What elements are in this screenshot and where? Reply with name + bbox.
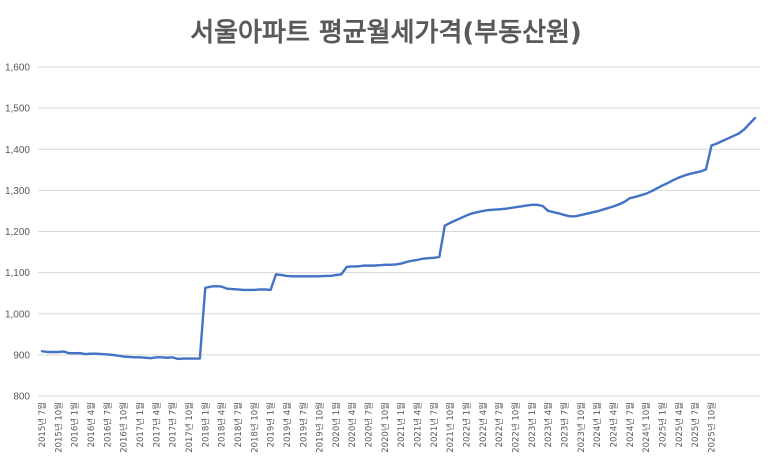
x-tick-label: 2017년 10월 (184, 402, 195, 453)
x-tick-label: 2019년 7월 (298, 402, 309, 447)
x-tick-label: 2018년 10월 (249, 402, 260, 453)
x-tick-label: 2017년 7월 (168, 402, 179, 447)
x-tick-label: 2020년 1월 (331, 402, 342, 447)
y-tick-label: 1,100 (5, 268, 30, 279)
x-tick-label: 2025년 7월 (690, 402, 701, 447)
y-tick-label: 1,600 (5, 63, 30, 74)
x-tick-label: 2019년 1월 (266, 402, 277, 447)
x-tick-label: 2022년 7월 (494, 402, 505, 447)
x-tick-label: 2023년 4월 (543, 402, 554, 447)
x-tick-label: 2024년 7월 (625, 402, 636, 447)
x-tick-label: 2022년 4월 (478, 402, 489, 447)
chart-title: 서울아파트 평균월세가격(부동산원) (190, 18, 582, 48)
y-tick-label: 1,400 (5, 145, 30, 156)
x-tick-label: 2022년 10월 (511, 402, 522, 453)
x-tick-label: 2023년 10월 (576, 402, 587, 453)
y-axis-ticks: 800 900 1,000 1,100 1,200 1,300 1,400 1,500 1,60… (5, 63, 30, 403)
y-tick-label: 1,500 (5, 104, 30, 115)
y-tick-label: 800 (13, 392, 30, 403)
x-tick-label: 2024년 1월 (592, 402, 603, 447)
x-tick-label: 2018년 1월 (200, 402, 211, 447)
x-tick-label: 2020년 7월 (364, 402, 375, 447)
series-line (40, 116, 757, 361)
x-tick-label: 2017년 4월 (151, 402, 162, 447)
series-layer (40, 116, 757, 361)
x-tick-label: 2017년 1월 (135, 402, 146, 447)
x-tick-label: 2024년 10월 (641, 402, 652, 453)
x-tick-label: 2024년 4월 (608, 402, 619, 447)
x-tick-label: 2018년 7월 (233, 402, 244, 447)
x-tick-label: 2016년 1월 (70, 402, 81, 447)
x-tick-label: 2021년 4월 (413, 402, 424, 447)
x-tick-label: 2023년 7월 (560, 402, 571, 447)
x-tick-label: 2021년 7월 (429, 402, 440, 447)
x-tick-label: 2018년 4월 (217, 402, 228, 447)
x-tick-label: 2020년 10월 (380, 402, 391, 453)
x-tick-label: 2015년 10월 (53, 402, 64, 453)
x-tick-label: 2021년 10월 (445, 402, 456, 453)
x-tick-label: 2016년 4월 (86, 402, 97, 447)
x-tick-label: 2025년 10월 (706, 402, 717, 453)
x-tick-label: 2019년 4월 (282, 402, 293, 447)
x-tick-label: 2015년 7월 (37, 402, 48, 447)
gridlines (38, 66, 760, 397)
x-tick-label: 2025년 4월 (674, 402, 685, 447)
x-tick-label: 2016년 7월 (102, 402, 113, 447)
y-tick-label: 900 (13, 350, 30, 361)
y-tick-label: 1,000 (5, 309, 30, 320)
x-tick-label: 2022년 1월 (462, 402, 473, 447)
y-tick-label: 1,300 (5, 186, 30, 197)
x-tick-label: 2019년 10월 (315, 402, 326, 453)
x-tick-label: 2020년 4월 (347, 402, 358, 447)
x-tick-label: 2021년 1월 (396, 402, 407, 447)
y-tick-label: 1,200 (5, 227, 30, 238)
x-tick-label: 2023년 1월 (527, 402, 538, 447)
x-tick-label: 2025년 1월 (657, 402, 668, 447)
x-tick-label: 2016년 10월 (119, 402, 130, 453)
x-axis-ticks: 2015년 7월 2015년 10월 2016년 1월 2016년 4월 2016년 7… (37, 402, 717, 453)
